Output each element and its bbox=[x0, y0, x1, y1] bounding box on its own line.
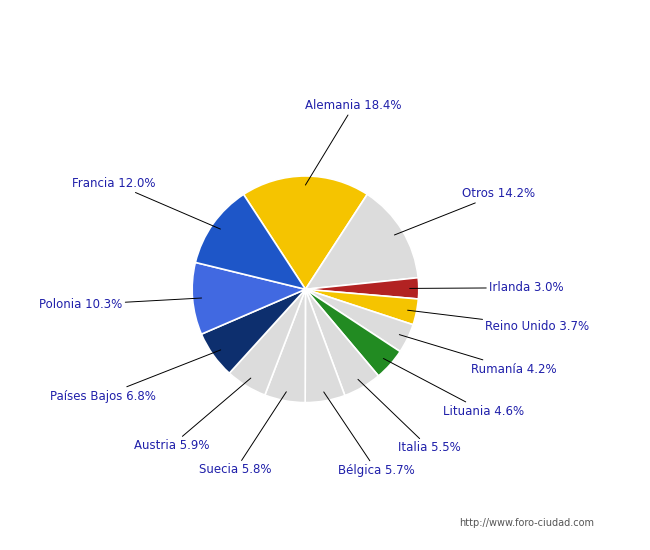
Text: Italia 5.5%: Italia 5.5% bbox=[358, 379, 461, 454]
Wedge shape bbox=[265, 289, 305, 403]
Text: http://www.foro-ciudad.com: http://www.foro-ciudad.com bbox=[460, 518, 595, 527]
Text: Otros 14.2%: Otros 14.2% bbox=[395, 187, 535, 235]
Wedge shape bbox=[229, 289, 306, 395]
Text: Rumanía 4.2%: Rumanía 4.2% bbox=[399, 334, 556, 376]
Text: Alemania 18.4%: Alemania 18.4% bbox=[306, 99, 402, 185]
Wedge shape bbox=[244, 176, 367, 289]
Text: Reino Unido 3.7%: Reino Unido 3.7% bbox=[408, 310, 590, 333]
Text: Suecia 5.8%: Suecia 5.8% bbox=[200, 392, 287, 476]
Wedge shape bbox=[306, 289, 419, 324]
Wedge shape bbox=[202, 289, 306, 373]
Wedge shape bbox=[305, 289, 345, 403]
Text: Países Bajos 6.8%: Países Bajos 6.8% bbox=[50, 350, 220, 403]
Wedge shape bbox=[306, 289, 413, 351]
Text: Irlanda 3.0%: Irlanda 3.0% bbox=[410, 281, 564, 294]
Wedge shape bbox=[196, 194, 306, 289]
Wedge shape bbox=[306, 289, 378, 395]
Text: Austria 5.9%: Austria 5.9% bbox=[134, 378, 251, 452]
Wedge shape bbox=[306, 194, 418, 289]
Text: Polonia 10.3%: Polonia 10.3% bbox=[39, 298, 202, 311]
Text: Francia 12.0%: Francia 12.0% bbox=[72, 177, 220, 229]
Wedge shape bbox=[192, 262, 306, 334]
Wedge shape bbox=[306, 278, 419, 299]
Text: Sant Gregori - Turistas extranjeros según país - Abril de 2024: Sant Gregori - Turistas extranjeros segú… bbox=[61, 14, 589, 31]
Text: Lituania 4.6%: Lituania 4.6% bbox=[384, 359, 524, 417]
Text: Bélgica 5.7%: Bélgica 5.7% bbox=[324, 392, 415, 476]
Wedge shape bbox=[306, 289, 400, 376]
